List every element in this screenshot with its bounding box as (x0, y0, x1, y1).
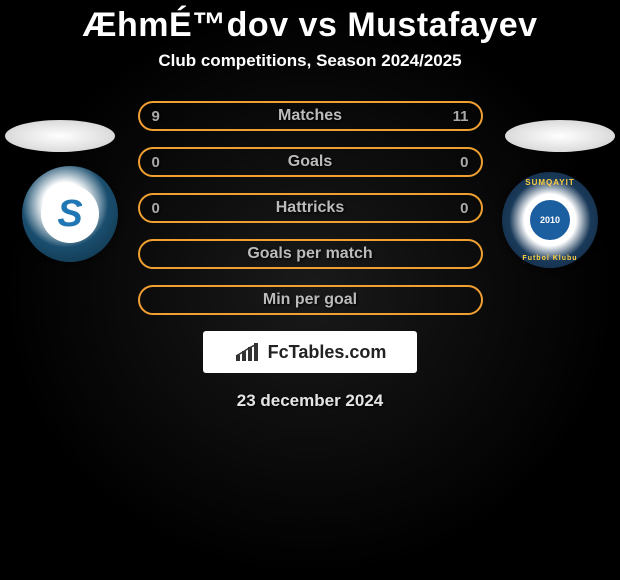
brand-suffix: Tables.com (289, 342, 387, 362)
stat-label: Goals per match (140, 245, 481, 263)
stat-row-min-per-goal: Min per goal (138, 285, 483, 315)
brand-logo[interactable]: FcTables.com (203, 331, 417, 373)
stat-label: Matches (140, 107, 481, 125)
stats-container: 9 Matches 11 0 Goals 0 0 Hattricks 0 Goa… (70, 101, 550, 315)
page-title: ÆhmÉ™dov vs Mustafayev (0, 0, 620, 45)
stat-label: Goals (140, 153, 481, 171)
stat-label: Min per goal (140, 291, 481, 309)
brand-text: FcTables.com (268, 342, 387, 363)
stat-row-goals: 0 Goals 0 (138, 147, 483, 177)
comparison-card: ÆhmÉ™dov vs Mustafayev Club competitions… (0, 0, 620, 580)
bars-icon (234, 341, 262, 363)
subtitle: Club competitions, Season 2024/2025 (0, 51, 620, 71)
stat-label: Hattricks (140, 199, 481, 217)
stat-row-matches: 9 Matches 11 (138, 101, 483, 131)
brand-prefix: Fc (268, 342, 289, 362)
stat-row-hattricks: 0 Hattricks 0 (138, 193, 483, 223)
date-text: 23 december 2024 (0, 391, 620, 411)
stat-row-goals-per-match: Goals per match (138, 239, 483, 269)
